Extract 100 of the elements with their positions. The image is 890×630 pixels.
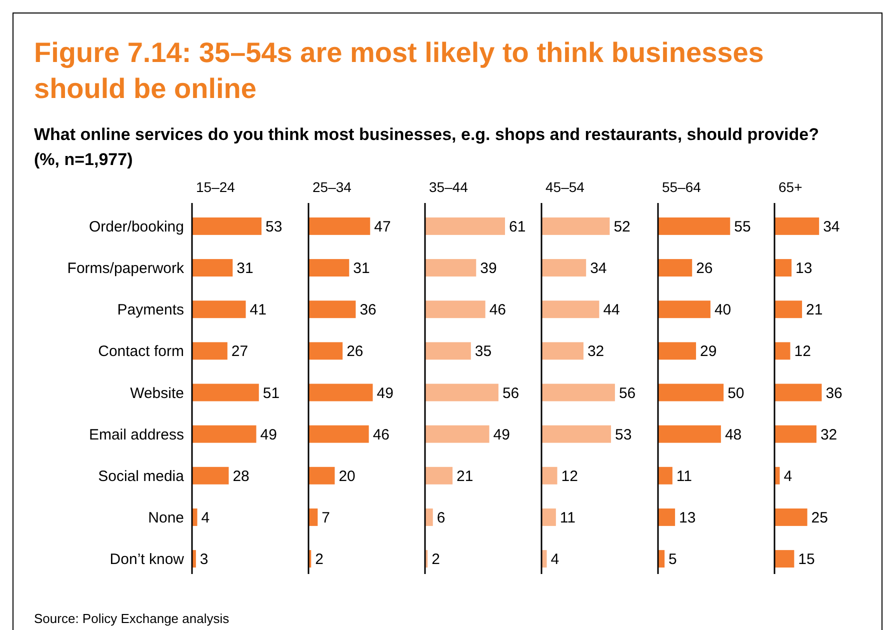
data-label: 2 — [432, 551, 440, 568]
data-label: 25 — [811, 509, 828, 526]
bar — [774, 508, 808, 526]
data-label: 27 — [231, 343, 248, 360]
data-label: 61 — [509, 218, 526, 236]
bar — [774, 259, 792, 277]
data-label: 28 — [232, 468, 250, 485]
bar — [658, 217, 730, 235]
y-tick-label: Contact form — [98, 343, 184, 360]
y-tick-label: Social media — [98, 468, 185, 485]
text: What online services do you think most businesses, e.g. shops and restaurants, should provide? (%, n=1,977) — [34, 125, 819, 169]
bar — [774, 384, 822, 402]
bar — [192, 217, 262, 235]
bar — [425, 300, 486, 318]
data-label: 6 — [436, 509, 446, 526]
series-label: 25–34 — [312, 179, 352, 195]
y-tick-label: Forms/paperwork — [67, 260, 184, 278]
bar — [542, 342, 584, 360]
data-label: 29 — [700, 343, 717, 360]
bar — [308, 217, 370, 235]
bar — [774, 425, 816, 443]
bar — [774, 300, 802, 318]
data-label: 31 — [236, 260, 254, 278]
data-label: 53 — [615, 426, 632, 444]
data-label: 46 — [372, 426, 390, 444]
data-label: 36 — [360, 302, 376, 319]
data-label: 5 — [668, 551, 677, 568]
data-label: 48 — [724, 426, 742, 444]
series-label: 15–24 — [196, 179, 236, 195]
data-label: 55 — [734, 218, 751, 236]
bar — [658, 425, 721, 443]
data-label: 3 — [200, 551, 208, 568]
bar — [308, 425, 369, 443]
data-label: 12 — [794, 343, 811, 360]
data-label: 49 — [376, 384, 394, 402]
data-label: 36 — [826, 384, 842, 402]
bar — [192, 300, 246, 318]
bar — [425, 466, 453, 484]
y-tick-label: Payments — [117, 302, 184, 319]
bar — [425, 342, 471, 360]
data-label: 46 — [489, 302, 506, 319]
data-label: 4 — [784, 468, 792, 485]
data-label: 21 — [456, 468, 474, 485]
bar — [192, 342, 228, 360]
bar — [542, 508, 556, 526]
bar — [542, 217, 610, 235]
data-label: 26 — [696, 260, 713, 278]
bar — [658, 466, 672, 484]
bar — [542, 384, 615, 402]
bar — [425, 259, 476, 277]
bar — [658, 508, 676, 526]
data-label: 49 — [260, 426, 277, 444]
series-label: 35–44 — [429, 179, 468, 195]
y-tick-label: Don’t know — [110, 551, 184, 568]
data-label: 21 — [806, 302, 823, 319]
bar — [192, 259, 233, 277]
bar — [658, 259, 692, 277]
series-label: 45–54 — [546, 179, 585, 195]
data-label: 52 — [614, 218, 630, 236]
text: Figure 7.14: 35–54s are most likely to think businesses should be online — [34, 37, 764, 104]
series-label: 55–64 — [662, 179, 702, 195]
bar — [542, 259, 586, 277]
data-label: 2 — [315, 551, 324, 568]
source-note: Source: Policy Exchange analysis — [34, 611, 230, 626]
bar — [425, 384, 498, 402]
data-label: 11 — [676, 468, 692, 485]
bar — [658, 384, 724, 402]
bar — [192, 384, 259, 402]
bar — [774, 550, 794, 568]
data-label: 34 — [823, 218, 840, 236]
data-label: 50 — [728, 384, 744, 402]
bar — [542, 425, 612, 443]
data-label: 39 — [480, 260, 497, 278]
bar — [192, 425, 256, 443]
bar — [308, 342, 343, 360]
bar — [425, 217, 505, 235]
bar — [308, 384, 373, 402]
data-label: 47 — [374, 218, 391, 236]
data-label: 34 — [590, 260, 607, 278]
data-label: 11 — [560, 509, 576, 526]
y-tick-label: Order/booking — [88, 218, 184, 236]
y-tick-label: None — [148, 509, 184, 526]
data-label: 4 — [550, 551, 560, 568]
bar — [425, 425, 490, 443]
data-label: 20 — [338, 468, 356, 485]
data-label: 35 — [474, 343, 492, 360]
bar — [774, 342, 790, 360]
bar — [308, 259, 350, 277]
bar — [308, 300, 356, 318]
data-label: 44 — [603, 302, 620, 319]
data-label: 4 — [201, 509, 210, 526]
data-label: 51 — [262, 384, 280, 402]
bar — [308, 466, 335, 484]
data-label: 13 — [679, 509, 696, 526]
y-tick-label: Website — [130, 384, 184, 402]
data-label: 53 — [266, 218, 282, 236]
data-label: 12 — [561, 468, 578, 485]
data-label: 31 — [353, 260, 370, 278]
bar — [774, 217, 820, 235]
data-label: 40 — [714, 302, 732, 319]
